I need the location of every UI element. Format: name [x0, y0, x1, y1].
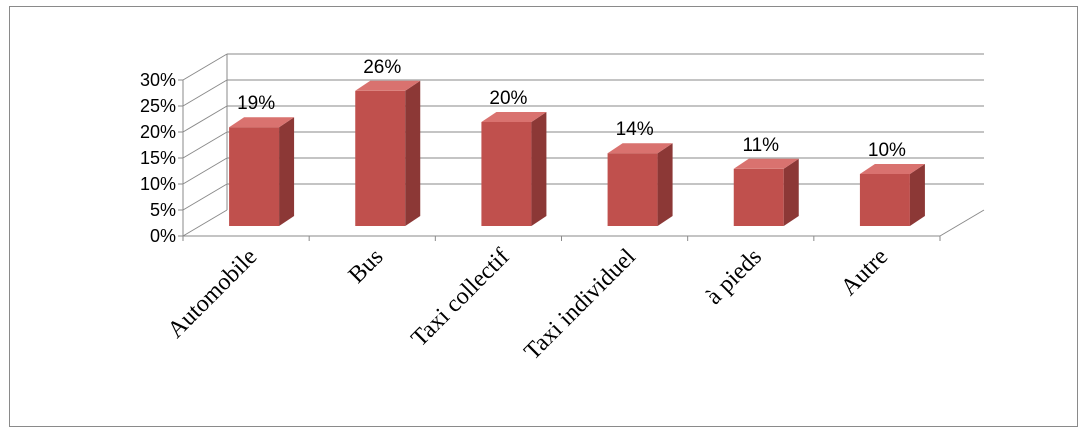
y-tick-label: 20%: [140, 122, 176, 142]
bar-top: [607, 143, 673, 154]
bar-front: [355, 90, 406, 226]
bar-side: [783, 158, 799, 226]
data-label: 26%: [363, 57, 401, 78]
bar: [481, 112, 547, 226]
data-labels: 19% 26% 20% 14% 11% 10%: [237, 57, 906, 161]
x-tick-label: Bus: [344, 244, 389, 289]
gridline-diagonal: [182, 53, 228, 81]
bar-side: [909, 164, 925, 226]
data-label: 10%: [868, 140, 906, 161]
chart-gridlines: [178, 53, 985, 241]
y-tick-label: 0%: [150, 226, 176, 246]
bar-front: [859, 174, 910, 226]
x-tick-label: Autre: [836, 244, 893, 301]
data-label: 11%: [742, 135, 779, 156]
y-tick-label: 10%: [140, 174, 176, 194]
bar-front: [481, 122, 532, 226]
bar-side: [657, 143, 673, 226]
bar-top: [481, 112, 547, 122]
bar-top: [859, 164, 925, 174]
bar-front: [733, 168, 784, 226]
x-tick-label: Taxi collectif: [407, 244, 515, 352]
y-tick-label: 5%: [150, 200, 176, 220]
floor-edge: [939, 209, 985, 237]
bar-side: [405, 80, 421, 226]
bar-front: [229, 127, 280, 226]
gridline-diagonal: [182, 157, 228, 185]
data-label: 19%: [237, 93, 275, 114]
gridline-diagonal: [182, 131, 228, 159]
bar-top: [733, 158, 799, 169]
bar-series: [229, 80, 925, 226]
bar-side: [279, 117, 295, 226]
bar-front: [607, 153, 658, 226]
gridline-diagonal: [182, 209, 228, 237]
y-tick-label: 15%: [140, 148, 176, 168]
data-label: 20%: [489, 88, 527, 109]
bar-side: [531, 112, 547, 226]
y-tick-label: 30%: [140, 70, 176, 90]
gridline-diagonal: [182, 183, 228, 211]
x-tick-label: à pieds: [701, 244, 767, 310]
bar-top: [229, 117, 295, 128]
gridline-diagonal: [182, 79, 228, 107]
x-tick-label: Automobile: [163, 244, 262, 343]
bar-top: [355, 80, 421, 91]
x-axis-tick-labels: Automobile Bus Taxi collectif Taxi individu…: [163, 244, 893, 366]
y-axis-tick-labels: 0% 5% 10% 15% 20% 25% 30%: [140, 70, 176, 246]
gridline-diagonal: [182, 105, 228, 133]
bar: [859, 164, 925, 226]
bar: [229, 117, 295, 226]
bar: [355, 80, 421, 226]
x-tick-label: Taxi individuel: [519, 244, 641, 366]
data-label: 14%: [616, 119, 654, 140]
bar: [733, 158, 799, 226]
bar: [607, 143, 673, 226]
y-tick-label: 25%: [140, 96, 176, 116]
